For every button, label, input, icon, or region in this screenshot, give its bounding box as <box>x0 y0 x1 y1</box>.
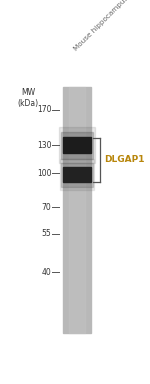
Bar <box>61 132 93 159</box>
Bar <box>63 88 91 333</box>
Bar <box>59 127 94 163</box>
Bar <box>60 159 94 190</box>
Bar <box>61 163 93 187</box>
Text: Mouse hippocampus: Mouse hippocampus <box>73 0 129 52</box>
Bar <box>63 167 91 182</box>
Text: 170: 170 <box>37 105 51 114</box>
Bar <box>69 88 85 333</box>
Text: DLGAP1: DLGAP1 <box>104 156 145 164</box>
Bar <box>63 137 91 154</box>
Text: MW
(kDa): MW (kDa) <box>18 88 39 108</box>
Text: 55: 55 <box>42 229 51 238</box>
Text: 70: 70 <box>42 203 51 212</box>
Text: 130: 130 <box>37 141 51 150</box>
Text: 100: 100 <box>37 169 51 178</box>
Text: 40: 40 <box>42 268 51 277</box>
